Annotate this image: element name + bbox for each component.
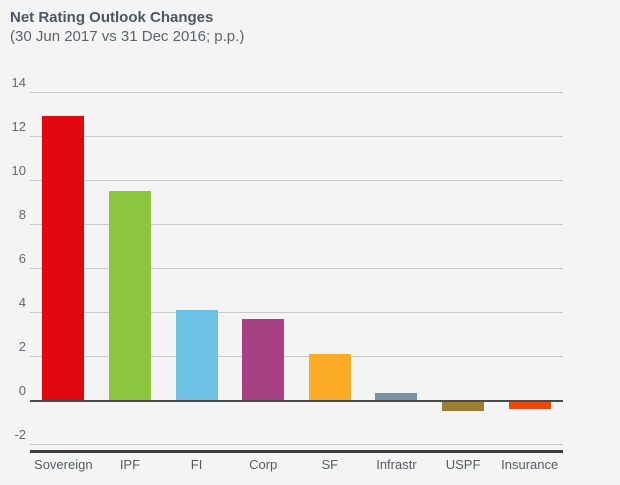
chart-title: Net Rating Outlook Changes xyxy=(10,9,214,26)
gridline-y-2 xyxy=(30,444,563,445)
y-axis-tick-label: 14 xyxy=(11,75,26,90)
x-axis-label-corp: Corp xyxy=(249,457,278,472)
y-axis-tick-label: 2 xyxy=(18,339,26,354)
y-axis-tick-label: 8 xyxy=(18,207,26,222)
y-axis-tick-label: 4 xyxy=(18,295,26,310)
gridline-y6 xyxy=(30,268,563,269)
x-axis-label-sf: SF xyxy=(321,457,339,472)
gridline-y14 xyxy=(30,92,563,93)
gridline-y2 xyxy=(30,356,563,357)
chart-header: Net Rating Outlook Changes (30 Jun 2017 … xyxy=(10,8,244,46)
x-axis-label-insurance: Insurance xyxy=(501,457,559,472)
x-axis-label-uspf: USPF xyxy=(445,457,481,472)
y-axis-tick-label: 0 xyxy=(18,383,26,398)
y-axis-tick-label: 10 xyxy=(11,163,26,178)
bar-sf xyxy=(308,353,351,400)
bar-infrastr xyxy=(375,393,418,400)
x-axis-label-fi: FI xyxy=(190,457,203,472)
y-axis-tick-label: 6 xyxy=(18,251,26,266)
y-axis-tick-label: 12 xyxy=(11,119,26,134)
bar-insurance xyxy=(508,401,551,409)
y-axis-tick-label: -2 xyxy=(14,427,26,442)
x-axis-label-infrastr: Infrastr xyxy=(376,457,417,472)
x-axis-bottom-border xyxy=(30,450,563,453)
chart-subtitle: (30 Jun 2017 vs 31 Dec 2016; p.p.) xyxy=(10,28,245,45)
bar-uspf xyxy=(442,401,485,411)
gridline-y10 xyxy=(30,180,563,181)
x-axis-label-ipf: IPF xyxy=(119,457,141,472)
gridline-y12 xyxy=(30,136,563,137)
bar-fi xyxy=(175,309,218,400)
bar-corp xyxy=(242,318,285,400)
gridline-y4 xyxy=(30,312,563,313)
bar-ipf xyxy=(108,191,151,400)
gridline-y8 xyxy=(30,224,563,225)
x-axis-label-sovereign: Sovereign xyxy=(34,457,93,472)
bar-sovereign xyxy=(42,116,85,400)
zero-axis-line xyxy=(30,399,563,402)
